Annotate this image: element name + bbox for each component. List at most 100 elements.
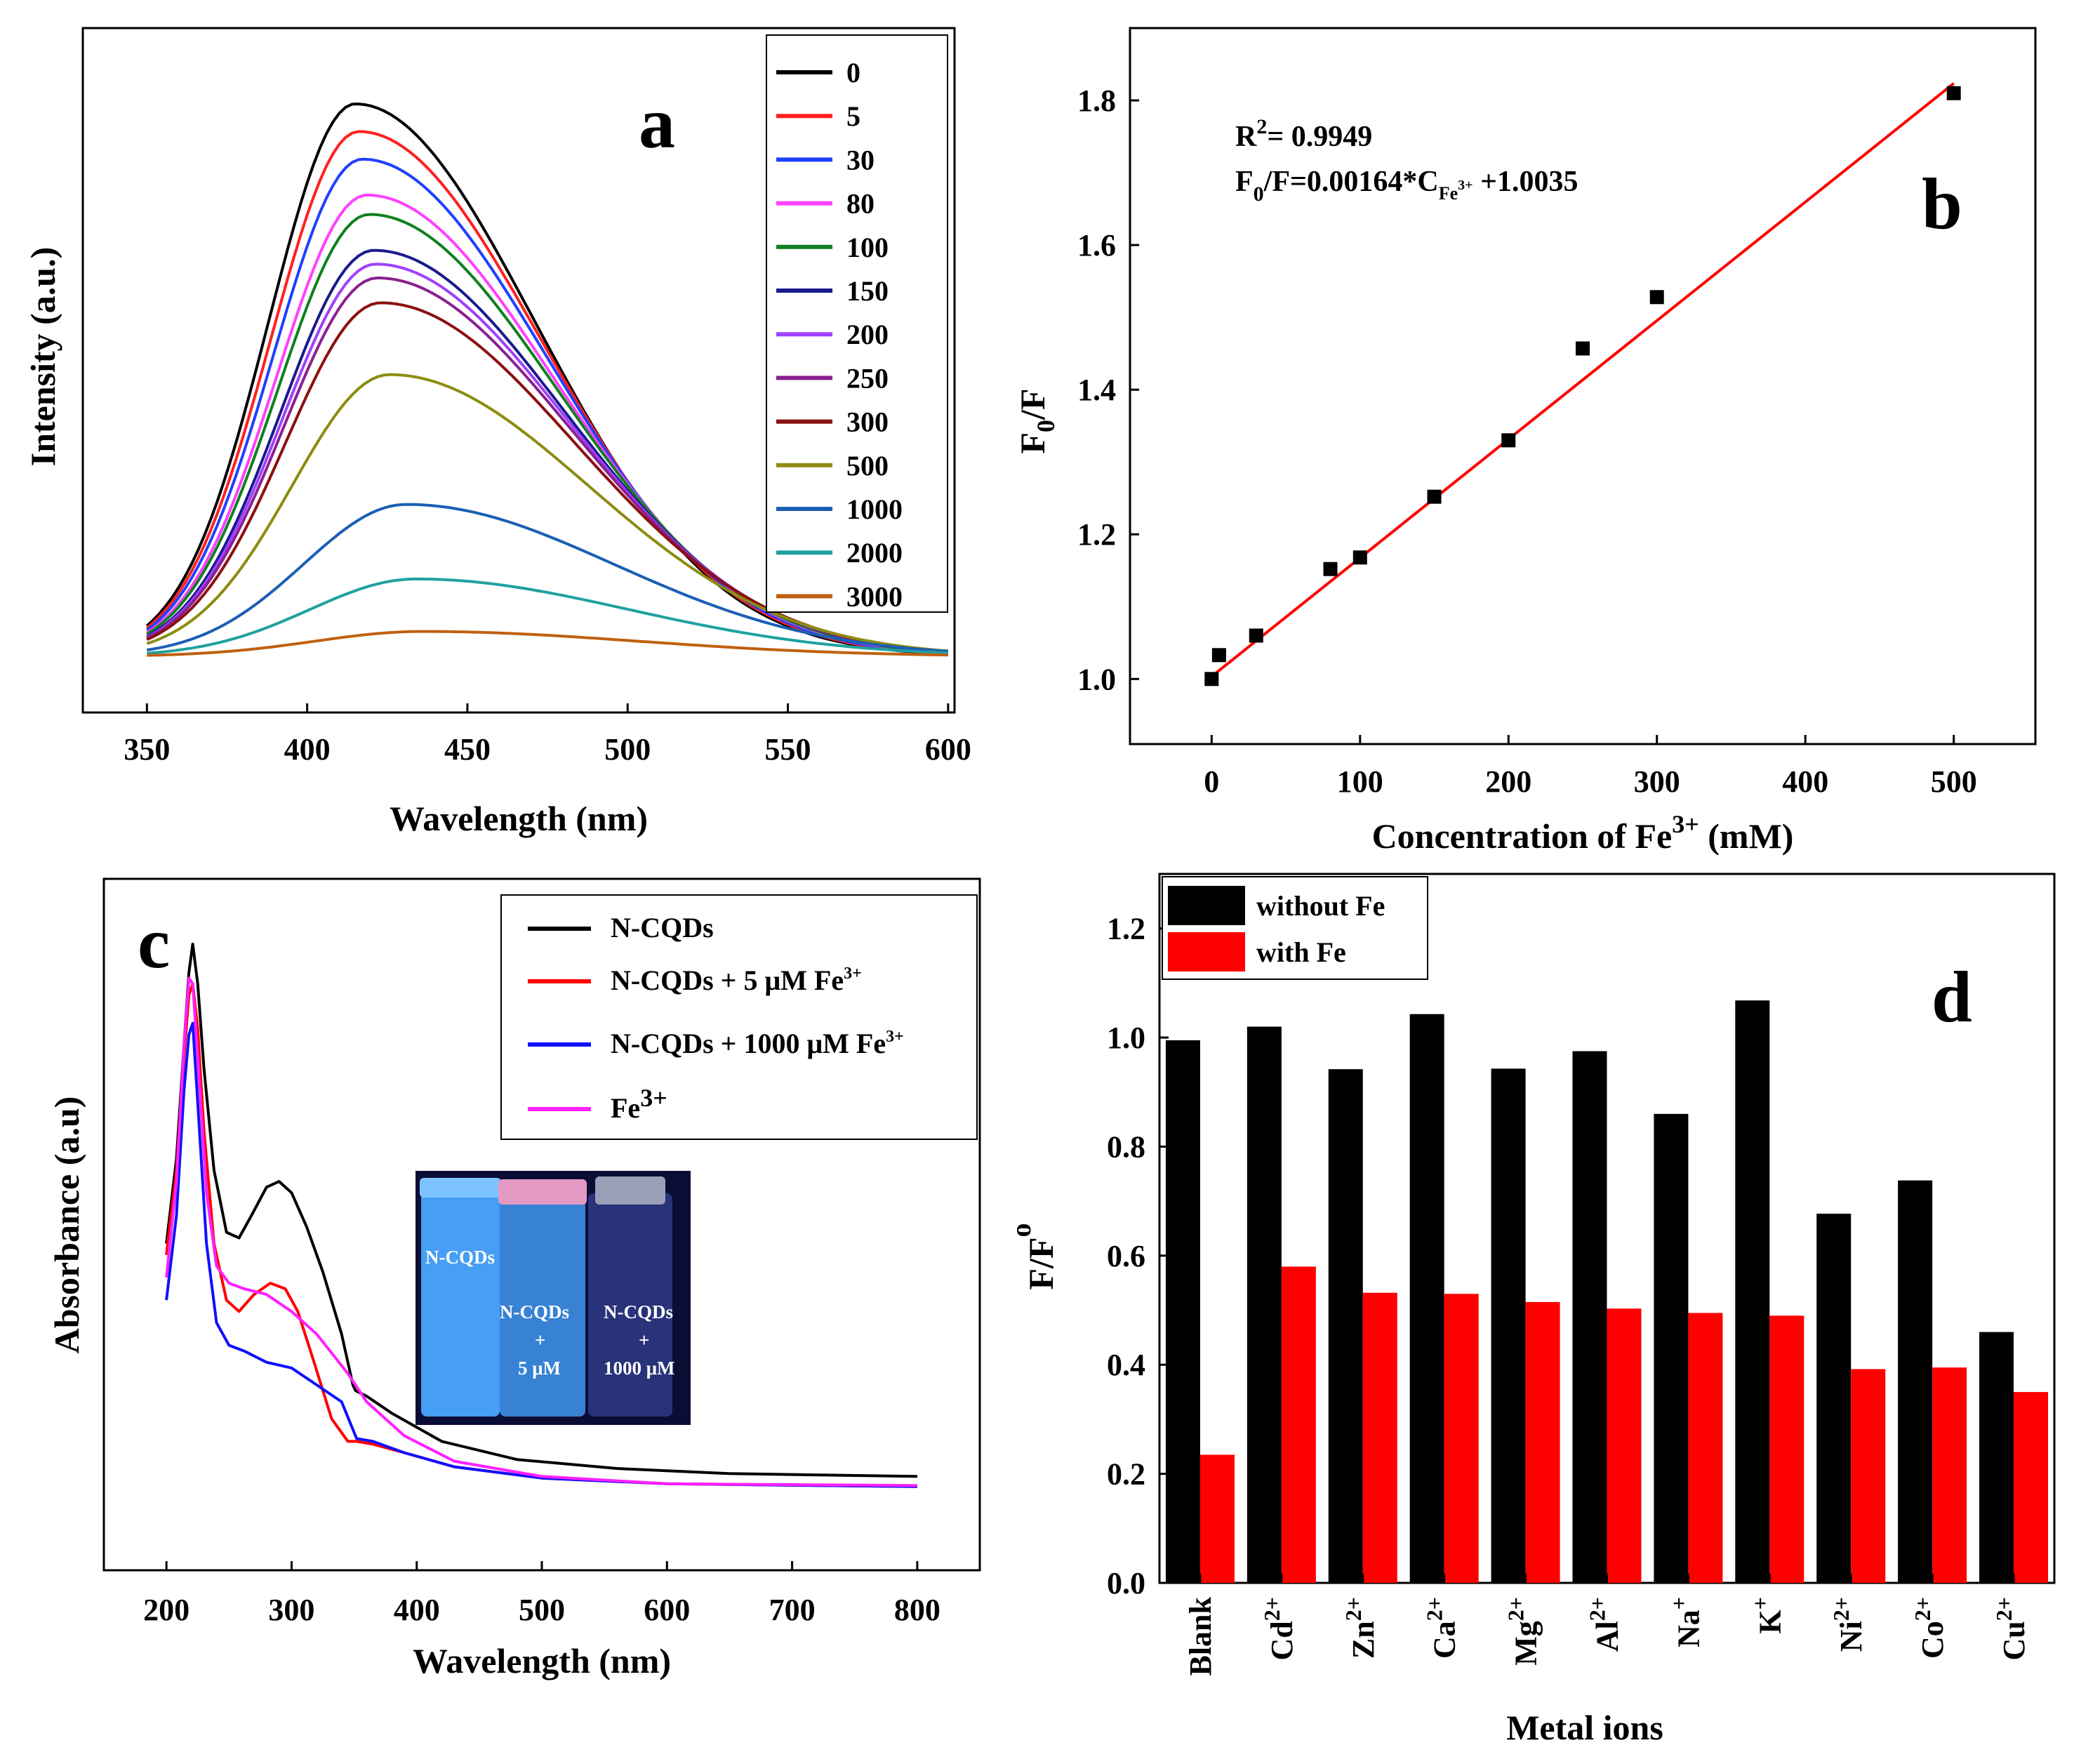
d-legend-swatch-2 [1168, 932, 1245, 971]
d-bar-with-fe [1444, 1294, 1479, 1583]
b-xtick-label: 0 [1204, 764, 1219, 799]
inset-label-2b: + [535, 1329, 545, 1351]
d-bar-with-fe [1281, 1266, 1316, 1583]
panel-a: 350 400 450 500 550 600 0 5 30 80 100 150 200 250 300… [23, 27, 971, 838]
d-xtick-sup: + [1666, 1597, 1691, 1610]
panel-b-xlabel: Concentration of Fe3+ (mM) [1372, 810, 1794, 856]
c-xtick-label: 600 [644, 1593, 690, 1627]
inset-label-2a: N-CQDs [500, 1301, 569, 1322]
panel-a-x-ticks: 350 400 450 500 550 600 [124, 703, 971, 767]
panel-b-r2: R2= 0.9949 [1235, 115, 1372, 153]
panel-b-y-ticks: 1.0 1.2 1.4 1.6 1.8 [1077, 84, 1139, 696]
c-legend-sup-2: 3+ [844, 964, 862, 983]
c-xtick-label: 200 [143, 1593, 190, 1627]
panel-a-curves [145, 102, 949, 657]
a-xtick-label: 400 [284, 732, 331, 767]
d-legend-label-2: with Fe [1256, 936, 1346, 968]
d-xtick-label: Co2+ [1910, 1597, 1950, 1659]
d-bar-without-fe [1572, 1051, 1607, 1583]
d-xtick-label: Ni2+ [1828, 1597, 1868, 1652]
d-xtick-label: Al2+ [1585, 1597, 1625, 1652]
b-ytick-label: 1.8 [1077, 84, 1116, 118]
panel-d-label: d [1932, 957, 1972, 1037]
panel-c-legend-box [500, 894, 978, 1140]
panel-b-fit-line [1211, 82, 1955, 678]
spectrum-line-500 [146, 373, 949, 653]
a-legend-label-200: 200 [846, 319, 889, 350]
a-legend-label-150: 150 [846, 275, 889, 307]
b-data-point [1576, 341, 1590, 356]
panel-b-ylabel: F0/F [1013, 389, 1060, 454]
b-data-point [1427, 489, 1442, 504]
d-bar-with-fe [1525, 1301, 1560, 1583]
a-legend-label-250: 250 [846, 362, 889, 394]
a-xtick-label: 600 [925, 732, 971, 767]
spectrum-line-30 [146, 157, 949, 655]
b-data-point [1204, 672, 1219, 687]
d-xtick-sup: 2+ [1991, 1597, 2016, 1621]
a-legend-label-300: 300 [846, 406, 889, 438]
a-xtick-label: 500 [604, 732, 651, 767]
panel-a-ylabel: Intensity (a.u.) [23, 247, 62, 467]
b-xtick-label: 500 [1931, 764, 1977, 799]
inset-label-2c: 5 μM [518, 1358, 561, 1379]
b-xtick-label: 300 [1634, 764, 1680, 799]
c-xtick-label: 700 [769, 1593, 816, 1627]
d-bar-without-fe [1247, 1026, 1282, 1583]
c-xtick-label: 800 [894, 1593, 940, 1627]
b-data-point [1323, 562, 1338, 576]
d-bar-without-fe [1898, 1180, 1933, 1583]
spectrum-line-3000 [147, 630, 948, 657]
d-bar-without-fe [1979, 1332, 2014, 1583]
d-bar-with-fe [1688, 1313, 1723, 1583]
c-xtick-label: 300 [268, 1593, 314, 1627]
d-xtick-label: Blank [1183, 1596, 1218, 1676]
inset-label-3a: N-CQDs [604, 1301, 673, 1322]
panel-b: 0 100 200 300 400 500 1.0 1.2 1.4 1.6 1.8 R2= 0.9… [1013, 27, 2037, 856]
absorbance-line-3 [165, 1021, 917, 1488]
b-ytick-label: 1.6 [1077, 228, 1116, 263]
panel-a-legend-box [766, 34, 948, 613]
d-xtick-sup: 2+ [1503, 1597, 1529, 1621]
panel-c-curves [165, 943, 917, 1488]
c-xtick-label: 500 [519, 1593, 565, 1627]
d-bar-without-fe [1735, 1000, 1770, 1583]
d-bar-without-fe [1328, 1069, 1363, 1583]
inset-label-3c: 1000 μM [604, 1358, 675, 1379]
panel-b-label: b [1922, 164, 1962, 244]
panel-b-frame [1129, 27, 2037, 745]
a-legend-label-100: 100 [846, 232, 889, 263]
d-bar-without-fe [1165, 1040, 1200, 1583]
b-data-point [1249, 628, 1263, 643]
b-xtick-label: 200 [1485, 764, 1531, 799]
d-bar-with-fe [2014, 1392, 2049, 1583]
b-xtick-label: 100 [1337, 764, 1383, 799]
d-bar-with-fe [1199, 1454, 1235, 1583]
panel-b-equation: F0/F=0.00164*CFe3+ +1.0035 [1235, 166, 1578, 206]
a-xtick-label: 550 [765, 732, 811, 767]
c-legend-label-3: N-CQDs + 1000 μM Fe3+ [611, 1028, 904, 1059]
d-bar-without-fe [1409, 1014, 1444, 1583]
b-data-point [1946, 86, 1961, 100]
a-legend-label-2000: 2000 [846, 537, 903, 569]
panel-c: 200 300 400 500 600 700 800 N-CQDs N-CQDs + 5 μ… [47, 877, 981, 1680]
b-data-point [1211, 648, 1226, 663]
c-legend-sup-4: 3+ [640, 1084, 667, 1112]
d-legend-label-1: without Fe [1256, 890, 1385, 922]
panel-a-legend: 0 5 30 80 100 150 200 250 300 500 1000 2000 3000 [776, 57, 903, 612]
d-ytick-label: 0.4 [1107, 1348, 1145, 1382]
inset-vial-2 [500, 1193, 585, 1417]
b-ytick-label: 1.0 [1077, 662, 1116, 696]
inset-vial-1 [421, 1185, 500, 1417]
d-xtick-label: Na+ [1666, 1597, 1706, 1647]
panel-c-xlabel: Wavelength (nm) [413, 1641, 671, 1680]
spectrum-line-2000 [147, 577, 948, 655]
d-bar-without-fe [1654, 1113, 1689, 1583]
d-xtick-label: Cu2+ [1991, 1597, 2031, 1660]
d-ytick-label: 0.0 [1107, 1566, 1145, 1600]
panel-d-y-ticks: 0.0 0.2 0.4 0.6 0.8 1.0 1.2 [1107, 912, 1169, 1600]
d-legend-swatch-1 [1168, 886, 1245, 925]
a-xtick-label: 450 [444, 732, 491, 767]
d-ytick-label: 0.2 [1107, 1457, 1145, 1492]
